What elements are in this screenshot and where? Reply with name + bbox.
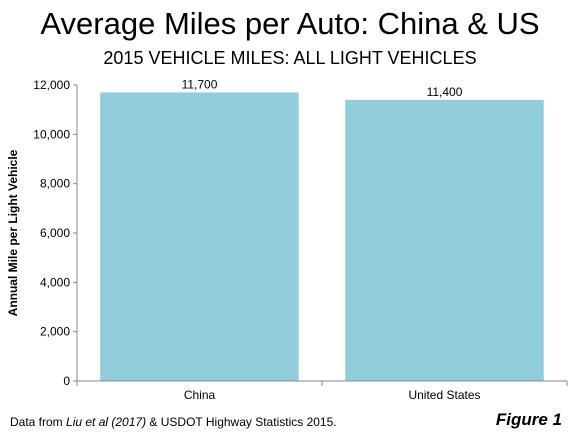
- y-tick-label: 0: [63, 374, 70, 388]
- source-citation: Liu et al (2017): [66, 415, 147, 429]
- y-tick-label: 4,000: [40, 275, 70, 289]
- y-tick-label: 8,000: [40, 177, 70, 191]
- y-tick-label: 6,000: [40, 226, 70, 240]
- y-tick-label: 12,000: [33, 78, 70, 92]
- x-tick-label: United States: [408, 388, 480, 402]
- y-axis: 0 2,000 4,000 6,000 8,000 10,000 12,000: [33, 78, 78, 388]
- bar: [345, 99, 544, 382]
- y-axis-label: Annual Mile per Light Vehicle: [6, 149, 20, 316]
- chart-title: Average Miles per Auto: China & US: [40, 6, 540, 41]
- data-label: 11,400: [427, 85, 463, 99]
- figure-label: Figure 1: [495, 410, 562, 429]
- source-suffix: & USDOT Highway Statistics 2015.: [146, 415, 337, 429]
- x-tick-label: China: [184, 388, 216, 402]
- chart-subtitle: 2015 VEHICLE MILES: ALL LIGHT VEHICLES: [103, 48, 477, 68]
- y-tick-label: 2,000: [40, 325, 70, 339]
- x-axis: China United States: [76, 380, 568, 402]
- bar: [100, 92, 299, 382]
- source-note: Data from Liu et al (2017) & USDOT Highw…: [10, 415, 337, 429]
- bars: 11,700 11,400: [100, 77, 544, 382]
- y-tick-label: 10,000: [33, 127, 70, 141]
- data-label: 11,700: [182, 77, 218, 91]
- source-prefix: Data from: [10, 415, 67, 429]
